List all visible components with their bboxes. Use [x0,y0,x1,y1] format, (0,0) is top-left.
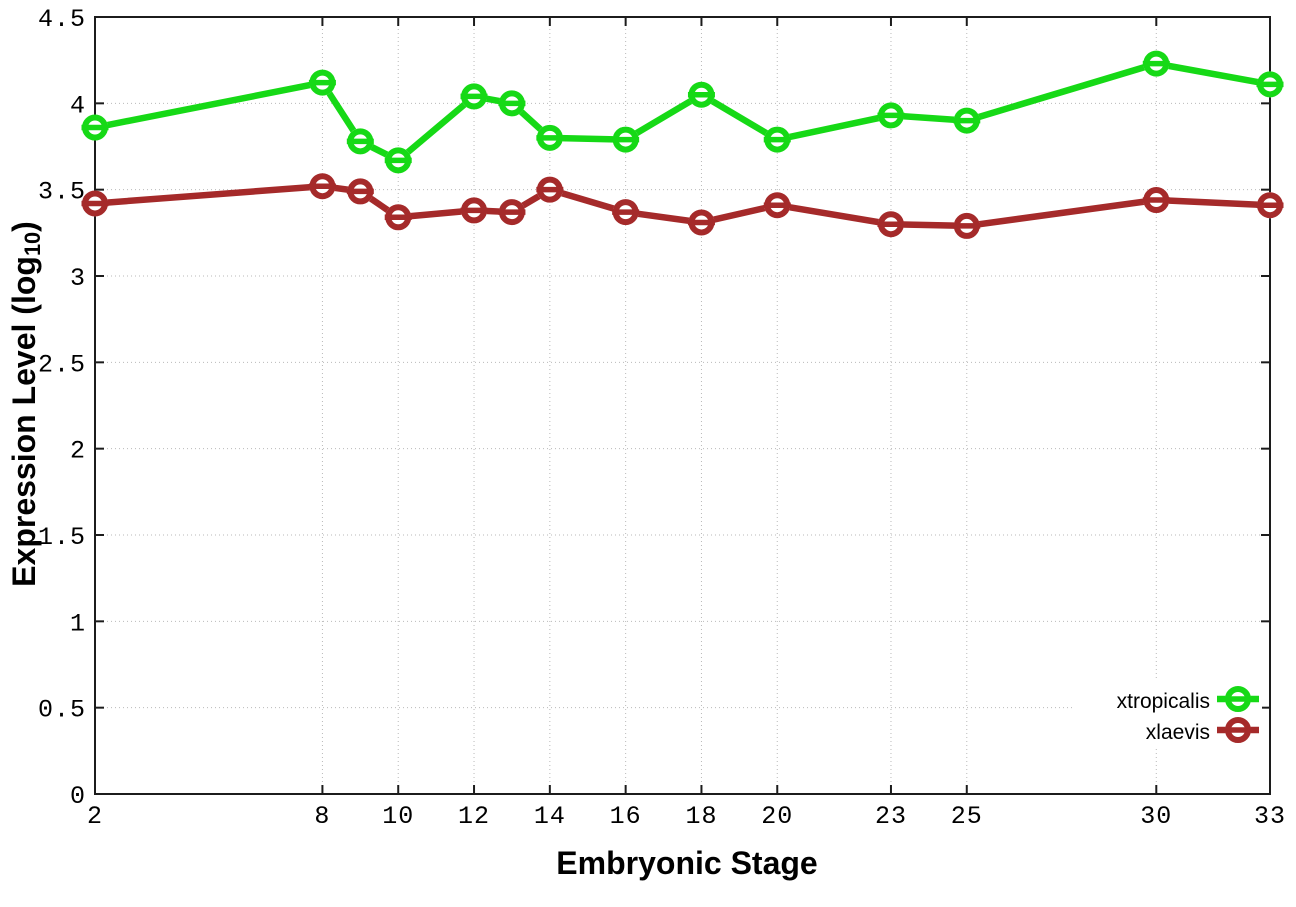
y-tick-label: 4 [70,91,86,120]
x-tick-label: 8 [314,802,330,831]
plot-border [94,16,1271,795]
legend-label-xlaevis: xlaevis [1146,721,1210,744]
data-point-xtropicalis-ring [385,147,412,174]
data-point-xlaevis-ring [612,199,639,226]
y-tick-label: 3.5 [38,178,86,207]
x-tick-label: 18 [685,802,717,831]
data-point-xlaevis-ring [536,176,563,203]
x-tick-label: 16 [610,802,642,831]
plot-frame [94,16,1271,795]
data-point-xtropicalis-ring [612,126,639,153]
data-point-xlaevis-ring [347,178,374,205]
y-axis-title-close-paren: ) [5,221,42,232]
data-point-xlaevis-ring [309,173,336,200]
y-axis-title-main: Expression Level (log [5,256,42,587]
data-point-xlaevis-ring [953,212,980,239]
data-point-xtropicalis-ring [347,128,374,155]
series-xlaevis [81,173,1284,239]
legend-sample-xtropicalis-ring [1225,686,1251,712]
data-point-xlaevis-ring [1143,187,1170,214]
y-tick-label: 1 [70,609,86,638]
data-point-xtropicalis-ring [309,69,336,96]
gridlines [94,16,1271,795]
axis-ticks [94,16,1271,795]
y-tick-label: 2.5 [38,350,86,379]
data-point-xtropicalis-ring [877,102,904,129]
data-point-xtropicalis-ring [1143,50,1170,77]
x-tick-label: 14 [534,802,566,831]
data-point-xtropicalis-ring [498,90,525,117]
data-point-xtropicalis-ring [461,83,488,110]
data-point-xlaevis-ring [461,197,488,224]
x-tick-label: 33 [1254,802,1286,831]
series-xlaevis-line [94,182,1271,230]
data-point-xtropicalis-ring [1257,71,1283,98]
data-point-xlaevis-ring [385,204,412,231]
y-axis-title-subscript: 10 [20,231,46,257]
legend-entry-xlaevis: xlaevis [1146,717,1259,744]
data-point-xlaevis-ring [877,211,904,238]
data-point-xtropicalis-ring [536,124,563,151]
x-tick-labels: 2 8 10 12 14 16 18 20 23 25 30 33 [87,802,1286,831]
data-point-xtropicalis-ring [953,107,980,134]
series-xtropicalis-line [94,60,1271,164]
data-point-xtropicalis-ring [688,81,715,108]
x-tick-label: 20 [761,802,793,831]
series-xtropicalis [81,50,1284,174]
data-point-xtropicalis-ring [764,126,791,153]
legend-sample-xlaevis-ring [1225,717,1251,743]
x-tick-label: 25 [951,802,983,831]
y-tick-label: 0 [70,782,86,811]
data-series [81,50,1284,239]
legend-entry-xtropicalis: xtropicalis [1117,686,1259,713]
data-point-xtropicalis-ring [82,114,108,141]
data-point-xlaevis-ring [82,190,108,217]
y-tick-labels: 0 0.5 1 1.5 2 2.5 3 3.5 4 4.5 [38,5,86,811]
y-axis-title: Expression Level (log10) [6,221,46,587]
x-tick-label: 2 [87,802,103,831]
legend-label-xtropicalis: xtropicalis [1117,690,1210,713]
x-tick-label: 30 [1140,802,1172,831]
x-tick-label: 23 [875,802,907,831]
y-tick-label: 4.5 [38,5,86,34]
y-tick-label: 0.5 [38,696,86,725]
y-tick-label: 2 [70,437,86,466]
y-tick-label: 1.5 [38,523,86,552]
data-point-xlaevis-ring [764,192,791,219]
legend: xtropicalis xlaevis [1072,681,1262,747]
x-tick-label: 12 [458,802,490,831]
x-tick-label: 10 [382,802,414,831]
data-point-xlaevis-ring [498,199,525,226]
data-point-xlaevis-ring [1257,192,1283,219]
data-point-xlaevis-ring [688,209,715,236]
x-axis-title: Embryonic Stage [556,845,818,881]
y-tick-label: 3 [70,264,86,293]
